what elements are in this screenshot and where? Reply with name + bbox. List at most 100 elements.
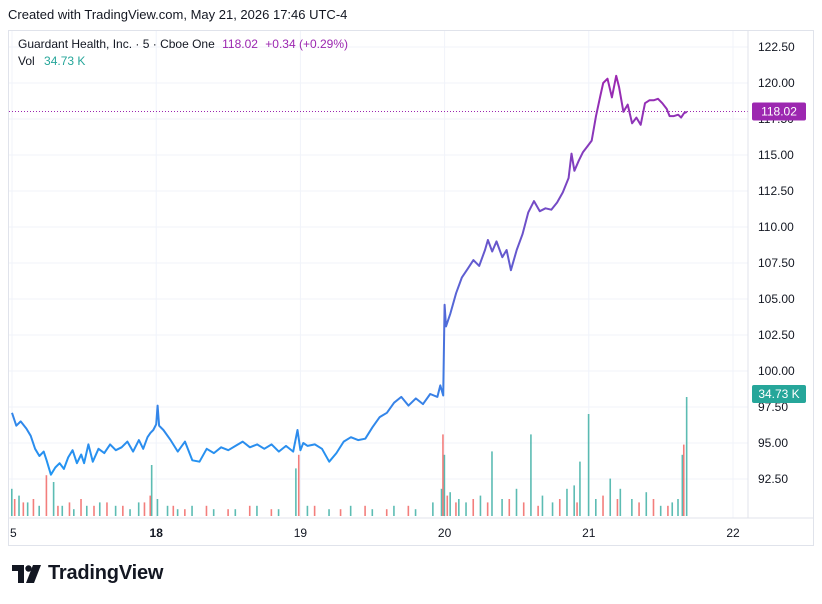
volume-bar-up xyxy=(129,509,131,516)
tradingview-logo[interactable]: TradingView xyxy=(12,562,163,585)
x-tick-label: 20 xyxy=(438,526,452,540)
y-tick-label: 92.50 xyxy=(758,472,788,486)
price-line-layer xyxy=(9,74,748,476)
tradingview-wordmark: TradingView xyxy=(48,562,164,584)
volume-bar-up xyxy=(137,502,140,516)
volume-bar-up xyxy=(234,509,237,516)
chart-panel xyxy=(8,30,814,546)
volume-bar-up xyxy=(256,505,258,516)
volume-bar-up xyxy=(295,468,297,516)
volume-bar-up xyxy=(491,451,493,516)
volume-bar-up xyxy=(619,488,622,516)
volume-bar-up xyxy=(85,505,88,516)
chart-legend: Guardant Health, Inc. · 5 · Cboe One 118… xyxy=(18,36,348,70)
volume-bar-up xyxy=(61,505,64,516)
volume-bar-up xyxy=(150,465,153,516)
volume-bar-up xyxy=(349,505,352,516)
volume-bar-up xyxy=(212,509,215,516)
volume-bar-down xyxy=(407,505,410,516)
volume-bar-up xyxy=(551,502,554,516)
volume-bar-down xyxy=(57,505,59,516)
volume-bar-down xyxy=(339,509,342,516)
volume-bar-up xyxy=(393,505,395,516)
last-price-tag xyxy=(752,102,806,121)
volume-bar-down xyxy=(227,509,229,516)
volume-bar-up xyxy=(114,505,117,516)
volume-bar-up xyxy=(579,461,581,516)
price-tags: 118.02 34.73 K xyxy=(752,102,806,403)
volume-bar-up xyxy=(52,482,55,516)
volume-bar-up xyxy=(465,502,467,516)
volume-bar-up xyxy=(432,502,434,516)
volume-bar-up xyxy=(18,495,20,516)
volume-bar-down xyxy=(385,509,388,516)
price-line[interactable] xyxy=(11,74,688,476)
volume-bar-up xyxy=(681,454,684,516)
volume-bar-down xyxy=(508,499,511,516)
volume-bar-up xyxy=(176,509,179,516)
volume-bar-up xyxy=(501,499,503,516)
volume-bar-up xyxy=(11,488,13,516)
volume-bar-down xyxy=(638,502,640,516)
x-tick-label: 5 xyxy=(10,526,17,540)
volume-bar-down xyxy=(297,454,300,516)
volume-bar-down xyxy=(486,502,489,516)
volume-bar-up xyxy=(166,505,169,516)
volume-bar-down xyxy=(522,502,525,516)
volume-bar-down xyxy=(68,502,71,516)
volume-bar-up xyxy=(449,492,451,516)
volume-bar-up xyxy=(98,502,101,516)
created-with-text: Created with TradingView.com, May 21, 20… xyxy=(8,7,348,22)
y-tick-label: 95.00 xyxy=(758,436,788,450)
x-tick-label: 19 xyxy=(294,526,308,540)
y-tick-label: 102.50 xyxy=(758,328,795,342)
volume-bar-up xyxy=(659,505,662,516)
volume-bar-up xyxy=(573,485,575,516)
y-tick-label: 97.50 xyxy=(758,400,788,414)
volume-bar-down xyxy=(45,475,48,516)
volume-label[interactable]: Vol xyxy=(18,54,35,68)
volume-bar-down xyxy=(313,505,316,516)
legend-price: 118.02 xyxy=(222,37,258,51)
volume-value: 34.73 K xyxy=(44,54,86,68)
y-tick-label: 110.00 xyxy=(758,220,794,234)
volume-bar-up xyxy=(645,492,648,516)
y-tick-label: 107.50 xyxy=(758,256,795,270)
volume-bar-up xyxy=(38,505,40,516)
volume-bar-down xyxy=(122,505,124,516)
volume-bar-down xyxy=(558,499,561,516)
volume-bar-up xyxy=(685,397,688,516)
volume-bar-up xyxy=(73,509,75,516)
symbol-description[interactable]: Guardant Health, Inc. · 5 · Cboe One xyxy=(18,37,215,51)
y-tick-label: 122.50 xyxy=(758,40,795,54)
x-tick-label: 21 xyxy=(582,526,596,540)
last-price-tag-text: 118.02 xyxy=(761,105,797,119)
volume-bars xyxy=(11,397,688,516)
volume-bar-down xyxy=(143,502,146,516)
volume-bar-up xyxy=(530,434,532,516)
volume-bar-up xyxy=(671,502,674,516)
volume-bar-up xyxy=(414,509,417,516)
volume-bar-up xyxy=(609,478,612,516)
y-tick-label: 100.00 xyxy=(758,364,795,378)
y-tick-label: 115.00 xyxy=(758,148,794,162)
time-axis: 5 18 19 20 21 22 xyxy=(9,517,814,540)
volume-bar-up xyxy=(458,499,460,516)
volume-bar-up xyxy=(443,454,446,516)
legend-change: +0.34 (+0.29%) xyxy=(265,37,349,51)
volume-bar-up xyxy=(328,509,330,516)
volume-bar-down xyxy=(446,495,449,516)
volume-tag xyxy=(752,385,806,403)
grid-lines xyxy=(9,31,748,518)
volume-bar-down xyxy=(442,434,444,516)
volume-bar-down xyxy=(472,499,475,516)
volume-tag-text: 34.73 K xyxy=(758,387,799,401)
x-tick-label: 18 xyxy=(150,526,164,540)
volume-bar-down xyxy=(184,509,186,516)
volume-bar-down xyxy=(149,495,152,516)
volume-bar-down xyxy=(80,499,82,516)
y-tick-label: 112.50 xyxy=(758,184,794,198)
volume-bar-up xyxy=(566,488,568,516)
price-axis: 92.50 95.00 97.50 100.00 102.50 105.00 107.50 1… xyxy=(747,31,795,518)
